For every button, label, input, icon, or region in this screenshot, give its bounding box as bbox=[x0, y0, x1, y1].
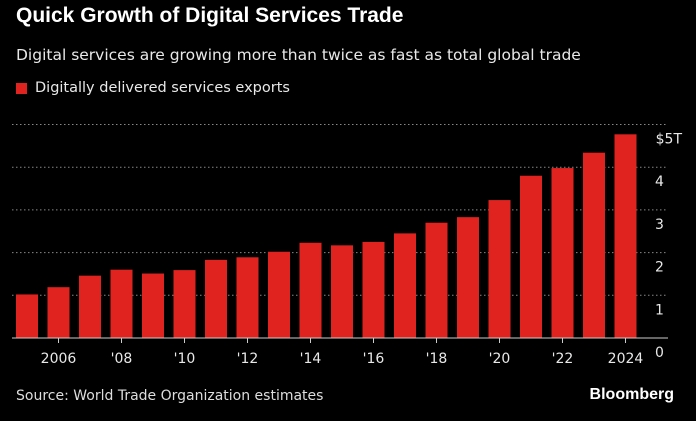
x-tick-label: 2024 bbox=[608, 351, 644, 367]
y-tick-label: 1 bbox=[655, 302, 664, 318]
bar-2019 bbox=[457, 217, 479, 338]
bar-2024 bbox=[614, 134, 637, 338]
bar-2018 bbox=[425, 222, 448, 338]
y-tick-label: 0 bbox=[655, 345, 664, 361]
y-tick-label: $5T bbox=[656, 132, 683, 148]
bar-2015 bbox=[331, 245, 353, 338]
bar-2014 bbox=[299, 242, 322, 338]
bar-2005 bbox=[16, 294, 38, 338]
x-tick-label: '08 bbox=[111, 351, 133, 367]
y-tick-label: 4 bbox=[655, 174, 664, 190]
bar-2010 bbox=[173, 270, 196, 338]
x-tick-label: '12 bbox=[237, 351, 259, 367]
x-tick-label: '16 bbox=[363, 351, 385, 367]
y-tick-label: 2 bbox=[655, 260, 664, 276]
bar-2021 bbox=[520, 175, 542, 338]
bar-2013 bbox=[268, 251, 290, 338]
bar-2011 bbox=[205, 259, 227, 338]
bar-2007 bbox=[79, 275, 101, 338]
x-tick-label: '20 bbox=[489, 351, 511, 367]
legend-swatch bbox=[16, 82, 27, 94]
x-tick-label: 2006 bbox=[41, 351, 77, 367]
x-tick-label: '10 bbox=[174, 351, 196, 367]
chart-subtitle: Digital services are growing more than t… bbox=[16, 46, 581, 64]
bar-2006 bbox=[47, 287, 70, 338]
bar-2020 bbox=[488, 200, 511, 338]
bar-2017 bbox=[394, 233, 416, 338]
x-tick-label: '22 bbox=[552, 351, 574, 367]
source-note: Source: World Trade Organization estimat… bbox=[16, 388, 324, 404]
bar-2008 bbox=[110, 269, 133, 338]
bar-2016 bbox=[362, 241, 385, 338]
bar-2023 bbox=[583, 152, 605, 338]
legend-label: Digitally delivered services exports bbox=[35, 80, 290, 96]
x-tick-label: '14 bbox=[300, 351, 322, 367]
y-tick-label: 3 bbox=[655, 217, 664, 233]
chart-title: Quick Growth of Digital Services Trade bbox=[16, 4, 404, 27]
bar-2012 bbox=[236, 257, 259, 338]
bar-2009 bbox=[142, 273, 164, 338]
x-tick-label: '18 bbox=[426, 351, 448, 367]
bloomberg-logo: Bloomberg bbox=[589, 386, 674, 403]
legend: Digitally delivered services exports bbox=[16, 80, 290, 96]
bar-2022 bbox=[551, 168, 574, 338]
